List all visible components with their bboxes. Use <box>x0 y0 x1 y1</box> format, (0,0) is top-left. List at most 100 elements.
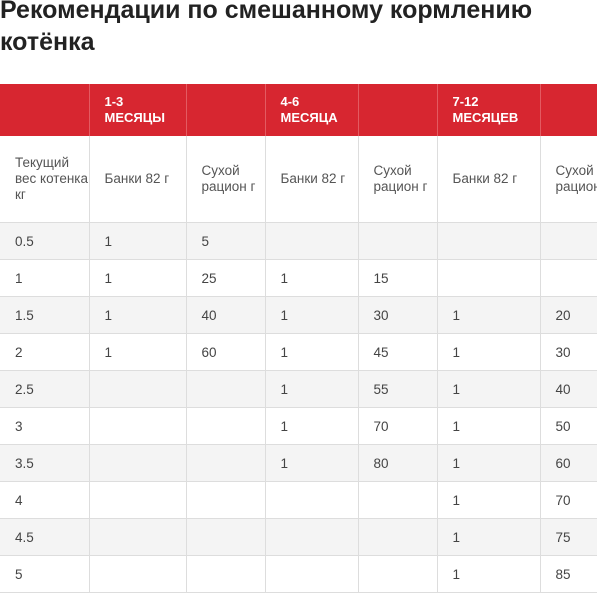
table-cell <box>186 407 266 445</box>
table-cell <box>540 259 597 297</box>
column-header-dry: Сухой рацион г <box>358 136 438 223</box>
table-cell: 30 <box>358 296 438 334</box>
table-cell: 1 <box>265 444 359 482</box>
table-cell: 30 <box>540 333 597 371</box>
table-cell: 60 <box>540 444 597 482</box>
table-cell: 75 <box>540 518 597 556</box>
table-cell <box>358 555 438 593</box>
age-header-7-12-range: 7-12 <box>452 94 479 109</box>
table-cell: 1 <box>265 407 359 445</box>
table-cell: 85 <box>540 555 597 593</box>
age-header-4-6-unit: МЕСЯЦА <box>280 110 338 125</box>
table-cell <box>265 481 359 519</box>
weight-cell: 1 <box>0 259 90 297</box>
table-cell <box>186 555 266 593</box>
table-row: 0.5 1 5 <box>0 222 597 260</box>
table-cell: 1 <box>265 259 359 297</box>
weight-cell: 5 <box>0 555 90 593</box>
weight-cell: 2 <box>0 333 90 371</box>
table-row: 3 1 70 1 50 <box>0 407 597 445</box>
column-header-weight: Текущий вес котенка кг <box>0 136 90 223</box>
column-header-dry: Сухой рацион г <box>540 136 597 223</box>
age-header-1-3-range: 1-3 <box>104 94 124 109</box>
table-cell <box>358 481 438 519</box>
feeding-table-container[interactable]: 1-3 МЕСЯЦЫ 4-6 МЕСЯЦА 7-12 МЕСЯЦЕВ Текущ… <box>0 84 597 593</box>
age-header-row: 1-3 МЕСЯЦЫ 4-6 МЕСЯЦА 7-12 МЕСЯЦЕВ <box>0 84 597 136</box>
age-header-empty <box>186 84 266 136</box>
table-cell <box>265 518 359 556</box>
table-cell: 80 <box>358 444 438 482</box>
table-cell: 1 <box>437 555 541 593</box>
weight-cell: 3.5 <box>0 444 90 482</box>
table-row: 4 1 70 <box>0 481 597 519</box>
table-cell <box>186 518 266 556</box>
age-header-empty <box>358 84 438 136</box>
table-cell <box>540 222 597 260</box>
table-cell <box>358 518 438 556</box>
age-header-empty <box>540 84 597 136</box>
table-cell: 70 <box>358 407 438 445</box>
page-title: Рекомендации по смешанному кормлению кот… <box>0 0 533 56</box>
table-cell <box>437 259 541 297</box>
table-cell <box>89 444 187 482</box>
table-cell: 50 <box>540 407 597 445</box>
table-cell <box>89 518 187 556</box>
weight-cell: 4.5 <box>0 518 90 556</box>
table-cell <box>89 481 187 519</box>
weight-cell: 1.5 <box>0 296 90 334</box>
table-cell <box>89 407 187 445</box>
weight-cell: 0.5 <box>0 222 90 260</box>
age-header-7-12: 7-12 МЕСЯЦЕВ <box>437 84 541 136</box>
table-cell <box>437 222 541 260</box>
table-cell: 1 <box>437 407 541 445</box>
table-row: 5 1 85 <box>0 555 597 593</box>
age-header-1-3: 1-3 МЕСЯЦЫ <box>89 84 187 136</box>
table-cell: 15 <box>358 259 438 297</box>
table-row: 2.5 1 55 1 40 <box>0 370 597 408</box>
table-cell <box>186 481 266 519</box>
table-cell: 60 <box>186 333 266 371</box>
table-cell: 1 <box>437 444 541 482</box>
age-header-1-3-unit: МЕСЯЦЫ <box>104 110 165 125</box>
table-body: 0.5 1 5 1 1 25 1 15 1.5 1 40 1 30 1 20 2 1 60 1 45 1 30 2.5 1 55… <box>0 222 597 593</box>
table-cell <box>186 444 266 482</box>
table-cell: 1 <box>89 259 187 297</box>
table-row: 1.5 1 40 1 30 1 20 <box>0 296 597 334</box>
table-cell <box>265 222 359 260</box>
weight-cell: 2.5 <box>0 370 90 408</box>
table-cell: 1 <box>265 296 359 334</box>
table-cell <box>265 555 359 593</box>
table-cell: 20 <box>540 296 597 334</box>
feeding-table: 1-3 МЕСЯЦЫ 4-6 МЕСЯЦА 7-12 МЕСЯЦЕВ Текущ… <box>0 84 597 593</box>
age-header-empty <box>0 84 90 136</box>
table-cell: 70 <box>540 481 597 519</box>
column-header-cans: Банки 82 г <box>265 136 359 223</box>
table-cell: 40 <box>540 370 597 408</box>
table-cell: 45 <box>358 333 438 371</box>
table-cell: 1 <box>89 222 187 260</box>
table-cell: 5 <box>186 222 266 260</box>
table-cell <box>89 555 187 593</box>
table-cell <box>186 370 266 408</box>
table-cell: 25 <box>186 259 266 297</box>
age-header-7-12-unit: МЕСЯЦЕВ <box>452 110 519 125</box>
table-cell: 1 <box>437 518 541 556</box>
age-header-4-6: 4-6 МЕСЯЦА <box>265 84 359 136</box>
table-cell <box>89 370 187 408</box>
age-header-4-6-range: 4-6 <box>280 94 300 109</box>
table-cell: 55 <box>358 370 438 408</box>
table-cell: 1 <box>437 333 541 371</box>
table-cell: 1 <box>265 333 359 371</box>
table-row: 1 1 25 1 15 <box>0 259 597 297</box>
table-cell: 40 <box>186 296 266 334</box>
column-header-cans: Банки 82 г <box>89 136 187 223</box>
table-cell: 1 <box>89 296 187 334</box>
table-cell: 1 <box>265 370 359 408</box>
column-header-cans: Банки 82 г <box>437 136 541 223</box>
table-row: 4.5 1 75 <box>0 518 597 556</box>
table-cell: 1 <box>437 370 541 408</box>
column-header-row: Текущий вес котенка кг Банки 82 г Сухой … <box>0 136 597 223</box>
weight-cell: 4 <box>0 481 90 519</box>
weight-cell: 3 <box>0 407 90 445</box>
table-row: 3.5 1 80 1 60 <box>0 444 597 482</box>
